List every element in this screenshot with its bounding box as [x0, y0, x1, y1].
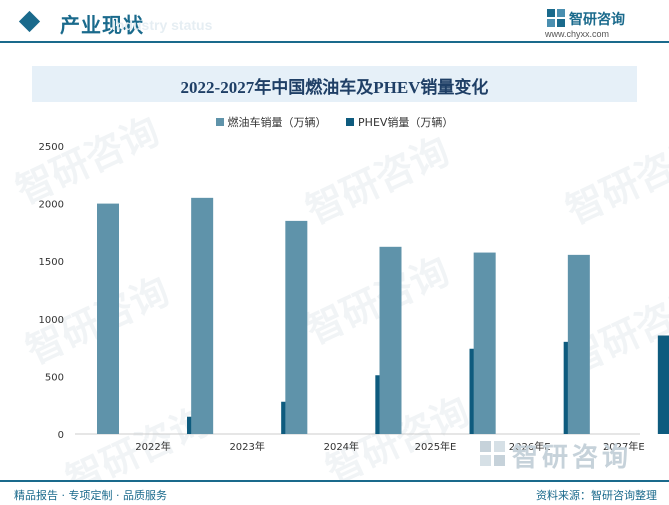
y-tick-label: 500: [45, 372, 64, 383]
brand-logo-icon: [547, 9, 565, 27]
brand-url: www.chyxx.com: [545, 29, 610, 39]
bar-fuel-vehicle: [473, 252, 496, 434]
x-tick-label: 2025年E: [415, 440, 457, 453]
x-tick-label: 2022年: [135, 440, 170, 453]
watermark-brand-text: 智研咨询: [512, 443, 633, 473]
footer-tagline: 精品报告 · 专项定制 · 品质服务: [14, 489, 167, 502]
y-tick-label: 2500: [39, 142, 64, 153]
footer-source: 资料来源：智研咨询整理: [536, 489, 657, 502]
x-tick-label: 2023年: [229, 440, 264, 453]
legend-label: PHEV销量（万辆）: [358, 116, 454, 129]
legend-item-fuel: 燃油车销量（万辆）: [215, 114, 327, 130]
header: 产业现状 Industry status 智研咨询 www.chyxx.com: [0, 0, 669, 48]
page-title: 产业现状: [60, 13, 144, 37]
y-tick-label: 2000: [39, 200, 64, 211]
chart-title: 2022-2027年中国燃油车及PHEV销量变化: [180, 78, 489, 97]
bar-fuel-vehicle: [97, 203, 119, 434]
x-tick-label: 2026年E: [509, 440, 551, 453]
chart-legend: 燃油车销量（万辆） PHEV销量（万辆）: [0, 114, 669, 132]
legend-item-phev: PHEV销量（万辆）: [346, 114, 453, 130]
footer: 精品报告 · 专项定制 · 品质服务 资料来源：智研咨询整理: [0, 480, 669, 505]
bar-phev: [657, 335, 669, 434]
bar-fuel-vehicle: [379, 246, 402, 434]
bar-fuel-vehicle: [191, 197, 214, 434]
y-tick-label: 0: [58, 430, 64, 441]
legend-swatch: [346, 118, 355, 126]
legend-label: 燃油车销量（万辆）: [227, 116, 327, 129]
y-tick-label: 1500: [39, 257, 64, 268]
watermark-logo-icon: [480, 441, 505, 466]
y-tick-label: 1000: [39, 315, 64, 326]
bar-fuel-vehicle: [567, 254, 590, 434]
x-tick-label: 2027年E: [603, 440, 645, 453]
bar-fuel-vehicle: [285, 220, 308, 434]
x-tick-label: 2024年: [324, 440, 359, 453]
brand: 智研咨询 www.chyxx.com: [527, 7, 647, 41]
chart-title-band: 2022-2027年中国燃油车及PHEV销量变化: [32, 66, 637, 102]
header-divider: [0, 41, 669, 43]
legend-swatch: [215, 118, 224, 126]
watermark-brand: 智研咨询: [480, 437, 660, 473]
header-ghost-text: Industry status: [112, 17, 213, 33]
bar-chart: 0 500 1000 1500 2000 2500 2022年 2023年 2024年 2025年…: [39, 142, 669, 453]
brand-name: 智研咨询: [569, 12, 625, 28]
